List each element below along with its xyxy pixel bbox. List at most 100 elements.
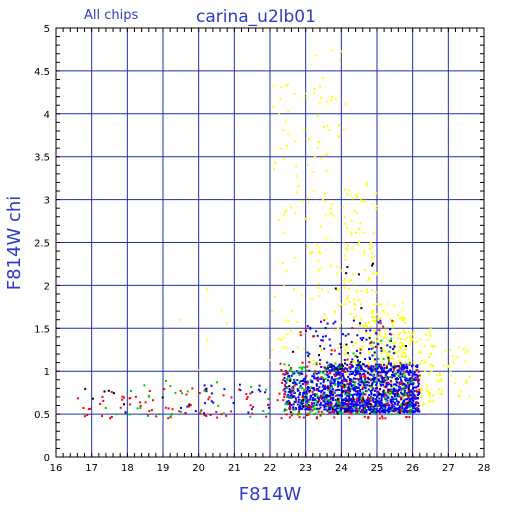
data-point (383, 378, 386, 381)
data-point (343, 278, 346, 281)
data-point (316, 334, 319, 337)
data-point (343, 383, 346, 386)
data-point (338, 124, 341, 127)
y-tick-label: 5 (44, 24, 50, 35)
data-point (406, 411, 409, 414)
data-point (432, 400, 435, 403)
data-point (378, 417, 381, 420)
data-point (330, 363, 333, 366)
data-point (359, 394, 361, 396)
data-point (397, 402, 400, 405)
data-point (210, 392, 213, 395)
data-point (368, 373, 371, 376)
data-point (375, 273, 378, 276)
data-point (361, 201, 364, 204)
data-point (320, 391, 323, 394)
data-point (337, 384, 340, 387)
data-point (408, 402, 411, 405)
data-point (350, 410, 352, 413)
data-point (362, 399, 365, 402)
data-point (225, 414, 228, 417)
data-point (398, 332, 401, 335)
data-point (284, 393, 286, 396)
data-point (410, 401, 413, 404)
data-point (89, 407, 92, 410)
data-point (395, 400, 398, 403)
data-point (286, 377, 289, 380)
data-point (396, 412, 399, 415)
data-point (209, 414, 212, 417)
data-point (303, 96, 306, 99)
data-point (301, 200, 304, 203)
plot-frame (55, 27, 485, 458)
data-point (308, 369, 311, 372)
data-point (400, 316, 403, 319)
data-point (337, 347, 340, 349)
data-point (389, 390, 392, 392)
data-point (411, 376, 414, 379)
data-point (418, 374, 421, 377)
data-point (380, 384, 383, 387)
data-point (431, 365, 434, 367)
data-point (428, 395, 431, 398)
data-point (358, 347, 361, 350)
data-point (350, 373, 353, 375)
data-point (389, 400, 392, 403)
data-point (410, 339, 413, 342)
data-point (391, 371, 394, 374)
data-point (450, 374, 453, 377)
data-point (316, 115, 319, 117)
data-point (381, 361, 384, 364)
data-point (372, 319, 375, 322)
data-point (406, 367, 409, 370)
data-point (352, 319, 355, 322)
data-point (303, 397, 306, 400)
data-point (335, 373, 338, 376)
data-point (287, 393, 290, 396)
data-point (392, 392, 394, 395)
data-point (313, 407, 316, 410)
data-point (392, 357, 394, 360)
x-tick-label: 19 (157, 463, 170, 474)
data-point (295, 399, 298, 402)
data-point (396, 362, 399, 365)
data-point (283, 387, 286, 390)
data-point (380, 347, 383, 350)
data-point (287, 399, 290, 402)
data-point (342, 333, 344, 336)
data-point (327, 388, 330, 390)
data-point (343, 254, 346, 257)
data-point (342, 358, 345, 361)
data-point (340, 303, 343, 306)
data-point (347, 392, 350, 395)
data-point (357, 361, 360, 364)
data-point (369, 243, 372, 246)
x-tick-label: 18 (121, 463, 134, 474)
data-point (385, 366, 388, 369)
data-point (329, 207, 332, 210)
data-point (185, 393, 188, 396)
data-point (245, 398, 248, 400)
data-point (286, 403, 289, 406)
data-point (416, 397, 419, 400)
data-point (404, 392, 407, 395)
data-point (343, 349, 346, 351)
data-point (287, 320, 290, 323)
data-point (381, 377, 384, 380)
data-point (377, 371, 380, 374)
data-point (417, 374, 419, 377)
data-point (351, 327, 354, 330)
data-point (174, 391, 177, 394)
data-point (259, 390, 262, 393)
data-point (391, 326, 394, 329)
data-point (417, 407, 420, 410)
data-point (344, 367, 347, 370)
data-point (163, 388, 166, 391)
data-point (401, 399, 404, 402)
data-point (390, 392, 393, 394)
data-point (345, 227, 348, 230)
data-point (383, 367, 386, 369)
data-point (377, 321, 380, 324)
data-point (330, 96, 333, 98)
data-point (322, 335, 325, 338)
